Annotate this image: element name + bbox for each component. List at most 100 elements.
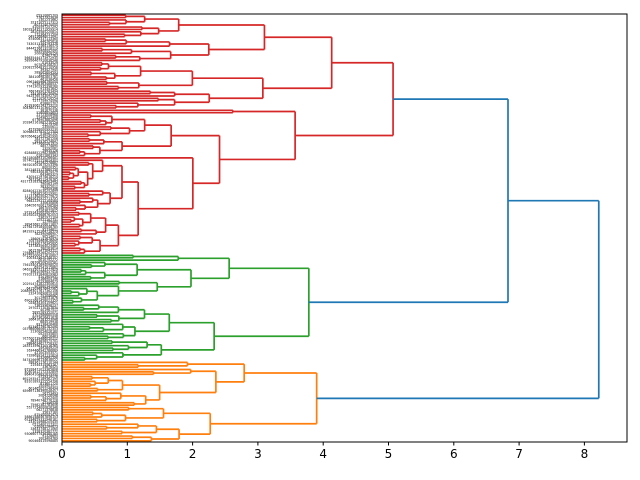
leaf-label: 01033529 [42, 61, 58, 65]
leaf-label: 21723008968 [36, 113, 58, 117]
leaf-label: 961578475043111 [28, 249, 58, 253]
leaf-label: 301296531876 [34, 296, 58, 300]
leaf-label: 0967465966790050 [27, 80, 59, 84]
leaf-label: 756154041694098020 [23, 263, 58, 267]
cluster-links-green [62, 254, 310, 361]
leaf-label: 51579796 [42, 123, 58, 127]
leaf-label: 91328695 [42, 434, 58, 438]
leaf-label: 1003404769 [38, 437, 58, 441]
leaf-label: 2004726048 [38, 394, 58, 398]
leaf-label: 351920253686762053 [23, 213, 58, 217]
cluster-links-red [62, 14, 394, 254]
leaf-label: 0525535805 [38, 332, 58, 336]
leaf-label: 5166904196 [38, 277, 58, 281]
leaf-label: 9256363488537 [32, 82, 58, 86]
leaf-label: 62848852298238863 [25, 151, 58, 155]
leaf-label: 783727381206 [34, 137, 58, 141]
x-axis-tick-label: 2 [189, 447, 197, 461]
leaf-label: 049126848011041 [28, 35, 58, 39]
leaf-label: 95734821 [42, 227, 58, 231]
leaf-label: 1003424620748157 [27, 256, 59, 260]
leaf-label: 7430313384793378 [27, 42, 59, 46]
leaf-label: 504360131103642392 [23, 106, 58, 110]
leaf-label: 5895289352071 [32, 311, 58, 315]
leaf-label: 791021331840829983 [23, 272, 58, 276]
leaf-label: 518962152 [40, 132, 58, 136]
links-blue-path [308, 98, 600, 400]
leaf-label: 3701986680558 [32, 313, 58, 317]
leaf-label: 7328699247132824 [27, 353, 59, 357]
leaf-label: 70959396 [42, 187, 58, 191]
leaf-label: 227647291840048785 [23, 225, 58, 229]
leaf-label: 915500739486050212 [23, 337, 58, 341]
leaf-label: 30482635925713795 [25, 196, 58, 200]
leaf-label: 1302231662 [38, 18, 58, 22]
leaf-label: 21300054026180 [30, 330, 58, 334]
leaf-label: 828404223030252899 [23, 189, 58, 193]
leaf-label: 87928471023365808 [25, 368, 58, 372]
leaf-label: 738599698237 [34, 303, 58, 307]
leaf-label: 0010752272 [38, 258, 58, 262]
leaf-label: 202842161885776554 [23, 120, 58, 124]
leaf-label: 010082244673 [34, 425, 58, 429]
leaf-label: 90514617 [42, 234, 58, 238]
leaf-label: 276486759264202573 [23, 251, 58, 255]
leaf-label: 9473660261919 [32, 142, 58, 146]
leaf-label: 38124873127880130 [25, 168, 58, 172]
leaf-label: 900464415598885 [28, 439, 58, 443]
leaf-label: 13292061 [42, 146, 58, 150]
leaf-label: 823467790782090 [28, 325, 58, 329]
x-axis-tick-label: 7 [515, 447, 523, 461]
leaf-label: 2511056726554 [32, 97, 58, 101]
leaf-label: 037986066060132353 [23, 327, 58, 331]
leaf-label: 583976574847 [34, 139, 58, 143]
leaf-label: 230815564835210956 [23, 66, 58, 70]
leaf-label: 421003553571 [34, 351, 58, 355]
leaf-label: 842929175264718579 [23, 230, 58, 234]
leaf-label: 704754965626690 [28, 239, 58, 243]
leaf-label: 18609141678974 [30, 237, 58, 241]
leaf-label: 67407763 [42, 54, 58, 58]
leaf-label: 83138426468 [36, 322, 58, 326]
leaf-label: 457958000993230 [28, 127, 58, 131]
leaf-label: 22498523408 [36, 116, 58, 120]
leaf-label: 05910665709 [36, 13, 58, 17]
leaf-label: 78940748776128 [30, 398, 58, 402]
leaf-label: 780263814 [40, 246, 58, 250]
leaf-label: 288361176110144 [28, 360, 58, 364]
leaf-label: 383325012 [40, 184, 58, 188]
leaf-label: 69012681458023359 [25, 299, 58, 303]
x-axis-tick-label: 3 [254, 447, 262, 461]
leaf-label: 14416546230894 [30, 92, 58, 96]
leaf-label: 72326642596 [36, 356, 58, 360]
leaf-label: 4113300776345895 [27, 242, 59, 246]
leaf-label: 40293884679 [36, 280, 58, 284]
leaf-label: 1867055266 [38, 206, 58, 210]
leaf-label: 77628526229901 [30, 192, 58, 196]
leaf-label: 330630806 [40, 201, 58, 205]
leaf-label: 28203585220814 [30, 30, 58, 34]
leaf-label: 283513596310516765 [23, 344, 58, 348]
leaf-label: 782390986907 [34, 232, 58, 236]
leaf-label: 289065604593 [34, 70, 58, 74]
x-axis-tick-label: 4 [319, 447, 327, 461]
leaf-label: 47263672825 [36, 208, 58, 212]
leaf-label: 12521182731 [36, 218, 58, 222]
leaf-label: 7741302935398260 [27, 85, 59, 89]
x-axis-tick-label: 8 [581, 447, 589, 461]
leaf-label: 692293541189362195 [23, 377, 58, 381]
leaf-label: 42346538 [42, 401, 58, 405]
leaf-label: 06271378838 [36, 408, 58, 412]
leaf-label: 08708508500581 [30, 261, 58, 265]
leaf-label: 26753493 [42, 391, 58, 395]
leaf-label: 628802707 [40, 101, 58, 105]
leaf-label: 93033083874579 [30, 170, 58, 174]
leaf-label: 142242578887 [34, 161, 58, 165]
leaf-label: 200040858256 [34, 51, 58, 55]
leaf-label: 11737362504279875 [25, 194, 58, 198]
x-axis-tick-label: 1 [123, 447, 131, 461]
leaf-label: 768749903783494 [28, 89, 58, 93]
leaf-label: 2088993017617362156 [21, 289, 58, 293]
leaf-label: 88353858575701 [30, 339, 58, 343]
